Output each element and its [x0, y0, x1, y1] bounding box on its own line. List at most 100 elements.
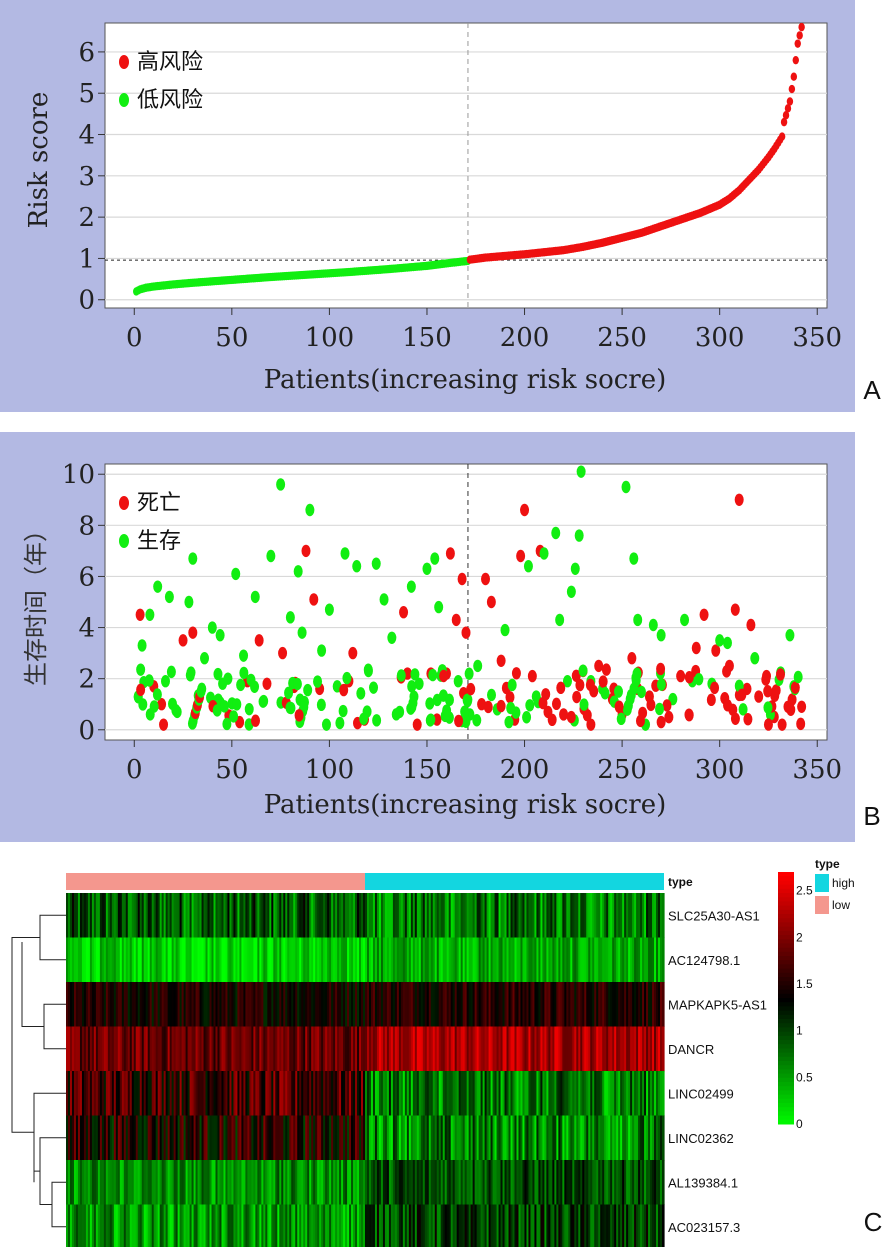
heatmap-cell — [564, 893, 567, 938]
heatmap-cell — [596, 1115, 599, 1161]
heatmap-cell — [297, 1115, 300, 1161]
heatmap-cell — [207, 982, 211, 1027]
heatmap-cell — [331, 982, 334, 1027]
heatmap-cell — [554, 937, 557, 983]
heatmap-cell — [233, 1160, 237, 1205]
heatmap-cell — [468, 937, 472, 983]
heatmap-cell — [97, 1115, 101, 1161]
heatmap-cell — [392, 982, 396, 1027]
heatmap-cell — [99, 1071, 103, 1116]
a-y-tick-label: 5 — [78, 79, 95, 109]
heatmap-cell — [498, 982, 502, 1027]
heatmap-cell — [331, 937, 334, 983]
heatmap-cell — [243, 1026, 246, 1072]
heatmap-cell — [648, 1026, 651, 1072]
heatmap-cell — [351, 982, 354, 1027]
heatmap-cell — [420, 1204, 424, 1247]
heatmap-cell — [171, 1204, 175, 1247]
survival-point-dead — [451, 613, 461, 627]
heatmap-cell — [191, 1071, 195, 1116]
survival-point — [626, 688, 636, 702]
survival-point — [396, 669, 406, 682]
color-scale-segment — [778, 901, 794, 907]
heatmap-cell — [227, 1160, 231, 1205]
heatmap-cell — [261, 937, 264, 983]
heatmap-cell — [440, 893, 444, 938]
color-scale-segment — [778, 968, 794, 974]
heatmap-cell — [353, 1071, 356, 1116]
heatmap-cell — [83, 1115, 87, 1161]
heatmap-cell — [81, 1160, 85, 1205]
heatmap-cell — [161, 1204, 165, 1247]
heatmap-cell — [406, 1026, 410, 1072]
heatmap-cell — [103, 1160, 107, 1205]
heatmap-cell — [374, 1115, 378, 1161]
survival-point — [145, 708, 155, 721]
heatmap-cell — [199, 982, 203, 1027]
heatmap-cell — [498, 1026, 502, 1072]
heatmap-cell — [175, 982, 179, 1027]
survival-point — [656, 678, 666, 691]
heatmap-cell — [440, 1160, 444, 1205]
heatmap-cell — [458, 1115, 462, 1161]
heatmap-cell — [638, 1071, 641, 1116]
heatmap-cell — [311, 1160, 314, 1205]
heatmap-cell — [317, 1160, 320, 1205]
heatmap-cell — [93, 893, 97, 938]
heatmap-cell — [83, 937, 87, 983]
heatmap-cell — [586, 1204, 589, 1247]
heatmap-cell — [402, 1071, 406, 1116]
heatmap-cell — [632, 982, 635, 1027]
heatmap-cell — [77, 893, 81, 938]
heatmap-cell — [87, 937, 91, 983]
heatmap-cell — [658, 982, 661, 1027]
heatmap-cell — [287, 1160, 290, 1205]
heatmap-cell — [137, 982, 141, 1027]
heatmap-cell — [251, 893, 254, 938]
heatmap-cell — [311, 893, 314, 938]
heatmap-cell — [169, 893, 173, 938]
heatmap-cell — [81, 1071, 85, 1116]
heatmap-cell — [127, 1204, 131, 1247]
heatmap-cell — [119, 1160, 123, 1205]
heatmap-cell — [416, 1160, 420, 1205]
color-scale-segment — [778, 1073, 794, 1079]
heatmap-cell — [279, 1115, 282, 1161]
heatmap-gene-label: DANCR — [668, 1042, 714, 1057]
heatmap-cell — [588, 1160, 591, 1205]
heatmap-cell — [357, 937, 360, 983]
survival-point — [239, 666, 249, 680]
survival-point — [428, 668, 438, 682]
a-x-tick-label: 350 — [792, 323, 842, 353]
heatmap-cell — [83, 893, 87, 938]
heatmap-cell — [251, 1115, 254, 1161]
heatmap-cell — [303, 982, 306, 1027]
heatmap-cell — [101, 1071, 105, 1116]
b-x-tick-label: 150 — [402, 755, 452, 785]
survival-point-alive — [250, 590, 260, 604]
heatmap-cell — [111, 1071, 115, 1116]
heatmap-cell — [221, 1160, 225, 1205]
survival-point — [335, 716, 345, 730]
heatmap-cell — [299, 1071, 302, 1116]
heatmap-cell — [562, 937, 565, 983]
heatmap-cell — [275, 982, 278, 1027]
heatmap-cell — [508, 982, 512, 1027]
heatmap-cell — [95, 893, 99, 938]
heatmap-cell — [598, 1115, 601, 1161]
heatmap-cell — [390, 1160, 394, 1205]
heatmap-cell — [530, 937, 534, 983]
heatmap-cell — [201, 893, 205, 938]
heatmap-cell — [486, 1204, 490, 1247]
dendrogram-branch — [51, 1181, 66, 1228]
heatmap-cell — [434, 1115, 438, 1161]
heatmap-cell — [442, 1026, 446, 1072]
heatmap-cell — [414, 1160, 418, 1205]
survival-point — [363, 663, 373, 676]
survival-point — [316, 698, 326, 712]
survival-point-alive — [137, 639, 147, 652]
heatmap-cell — [207, 1160, 211, 1205]
heatmap-cell — [638, 1160, 641, 1205]
survival-point-alive — [371, 557, 381, 570]
heatmap-cell — [478, 1071, 482, 1116]
